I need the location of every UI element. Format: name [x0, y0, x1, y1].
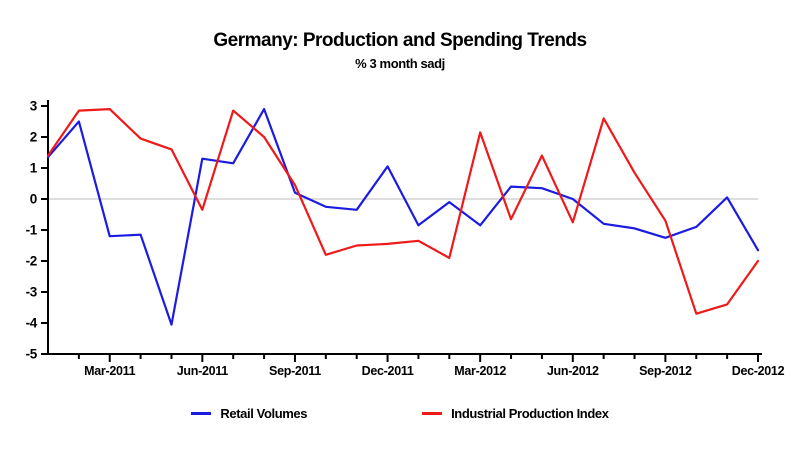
y-tick-label: -2	[26, 254, 37, 269]
y-tick-label: -4	[26, 316, 38, 331]
y-tick-label: 1	[30, 161, 38, 176]
y-tick-label: 0	[30, 192, 37, 207]
y-tick-group: 3 2 1 0 -1 -2 -3 -4 -5	[26, 99, 48, 362]
x-tick-label: Mar-2011	[84, 364, 135, 378]
x-tick-label: Dec-2012	[732, 364, 785, 378]
legend-label: Retail Volumes	[220, 406, 308, 421]
y-tick-label: -3	[26, 285, 38, 300]
legend-item-retail-volumes: Retail Volumes	[191, 406, 307, 421]
legend-label: Industrial Production Index	[451, 406, 609, 421]
axes	[45, 100, 762, 355]
industrial-production-index-line	[46, 107, 760, 315]
x-tick-label: Mar-2012	[454, 364, 506, 378]
x-tick-label: Jun-2012	[547, 364, 599, 378]
y-tick-label: -1	[26, 223, 38, 238]
x-tick-group: Mar-2011 Jun-2011 Sep-2011 Dec-2011 Mar-2012…	[77, 354, 785, 378]
x-tick-label: Dec-2011	[362, 364, 414, 378]
y-tick-label: -5	[26, 347, 38, 362]
chart-subtitle: % 3 month sadj	[355, 56, 445, 71]
x-tick-label: Sep-2012	[639, 364, 692, 378]
legend-item-industrial-production-index: Industrial Production Index	[422, 406, 609, 421]
chart-legend: Retail Volumes Industrial Production Ind…	[0, 406, 800, 421]
retail-volumes-line	[46, 107, 760, 326]
x-tick-label: Jun-2011	[177, 364, 228, 378]
y-tick-label: 3	[30, 99, 38, 114]
chart-title: Germany: Production and Spending Trends	[213, 30, 587, 51]
retail-volumes-line-swatch	[191, 412, 212, 415]
x-tick-label: Sep-2011	[269, 364, 321, 378]
y-tick-label: 2	[30, 130, 37, 145]
industrial-production-index-line-swatch	[422, 412, 443, 415]
